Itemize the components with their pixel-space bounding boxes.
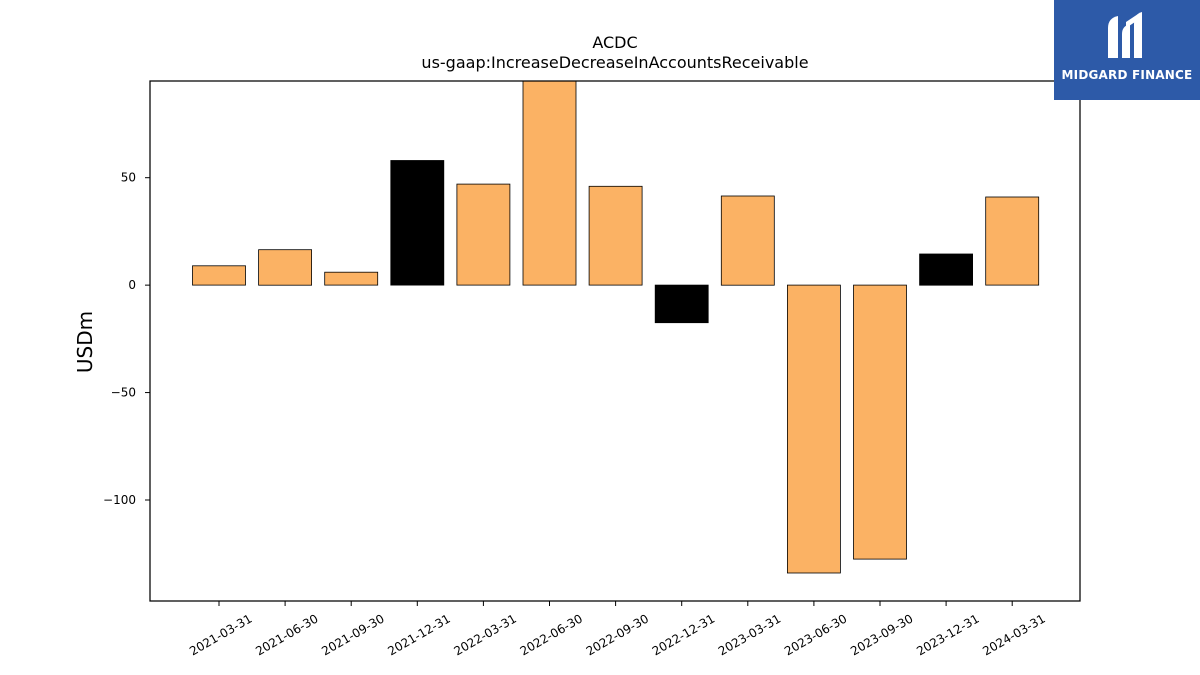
brand-logo: MIDGARD FINANCE xyxy=(1054,0,1200,100)
bar-2021-09-30 xyxy=(324,271,379,286)
midgard-logo-icon xyxy=(1108,12,1142,58)
x-tick-label: 2024-03-31 xyxy=(980,611,1047,658)
x-tick-label: 2023-03-31 xyxy=(716,611,783,658)
bar-2022-03-31 xyxy=(456,183,511,286)
y-tick-label: 0 xyxy=(128,278,136,292)
y-tick-label: −50 xyxy=(111,386,136,400)
brand-name: MIDGARD FINANCE xyxy=(1061,68,1193,82)
bar-2023-06-30 xyxy=(787,284,841,574)
bars-group xyxy=(192,80,1040,574)
bar-2023-09-30 xyxy=(853,284,907,560)
x-tick-label: 2023-09-30 xyxy=(848,611,915,658)
y-tick-label: −100 xyxy=(103,493,136,507)
y-axis-ticks: 50 0 −50 −100 xyxy=(103,171,150,507)
bar-2023-12-31 xyxy=(919,253,973,286)
x-tick-label: 2021-12-31 xyxy=(385,611,452,658)
x-tick-label: 2023-06-30 xyxy=(782,611,849,658)
x-tick-label: 2022-03-31 xyxy=(451,611,518,658)
bar-2023-03-31 xyxy=(720,195,775,286)
bar-2021-03-31 xyxy=(192,265,246,286)
y-axis-label: USDm xyxy=(73,311,97,373)
y-tick-label: 50 xyxy=(121,171,136,185)
x-tick-label: 2021-03-31 xyxy=(187,611,254,658)
bar-2021-06-30 xyxy=(258,249,313,286)
bar-2022-09-30 xyxy=(588,185,643,286)
bar-2022-06-30 xyxy=(522,80,577,286)
chart-title: ACDC xyxy=(592,33,637,52)
bar-2024-03-31 xyxy=(985,196,1040,286)
x-tick-label: 2023-12-31 xyxy=(914,611,981,658)
bar-2021-12-31 xyxy=(390,160,445,286)
x-tick-label: 2022-09-30 xyxy=(584,611,651,658)
x-tick-label: 2021-06-30 xyxy=(253,611,320,658)
bar-2022-12-31 xyxy=(654,284,709,324)
plot-frame xyxy=(149,80,1081,602)
x-tick-label: 2021-09-30 xyxy=(319,611,386,658)
x-axis-ticks: 2021-03-312021-06-302021-09-302021-12-31… xyxy=(187,601,1048,658)
chart-subtitle: us-gaap:IncreaseDecreaseInAccountsReceiv… xyxy=(421,53,808,72)
x-tick-label: 2022-06-30 xyxy=(518,611,585,658)
x-tick-label: 2022-12-31 xyxy=(650,611,717,658)
